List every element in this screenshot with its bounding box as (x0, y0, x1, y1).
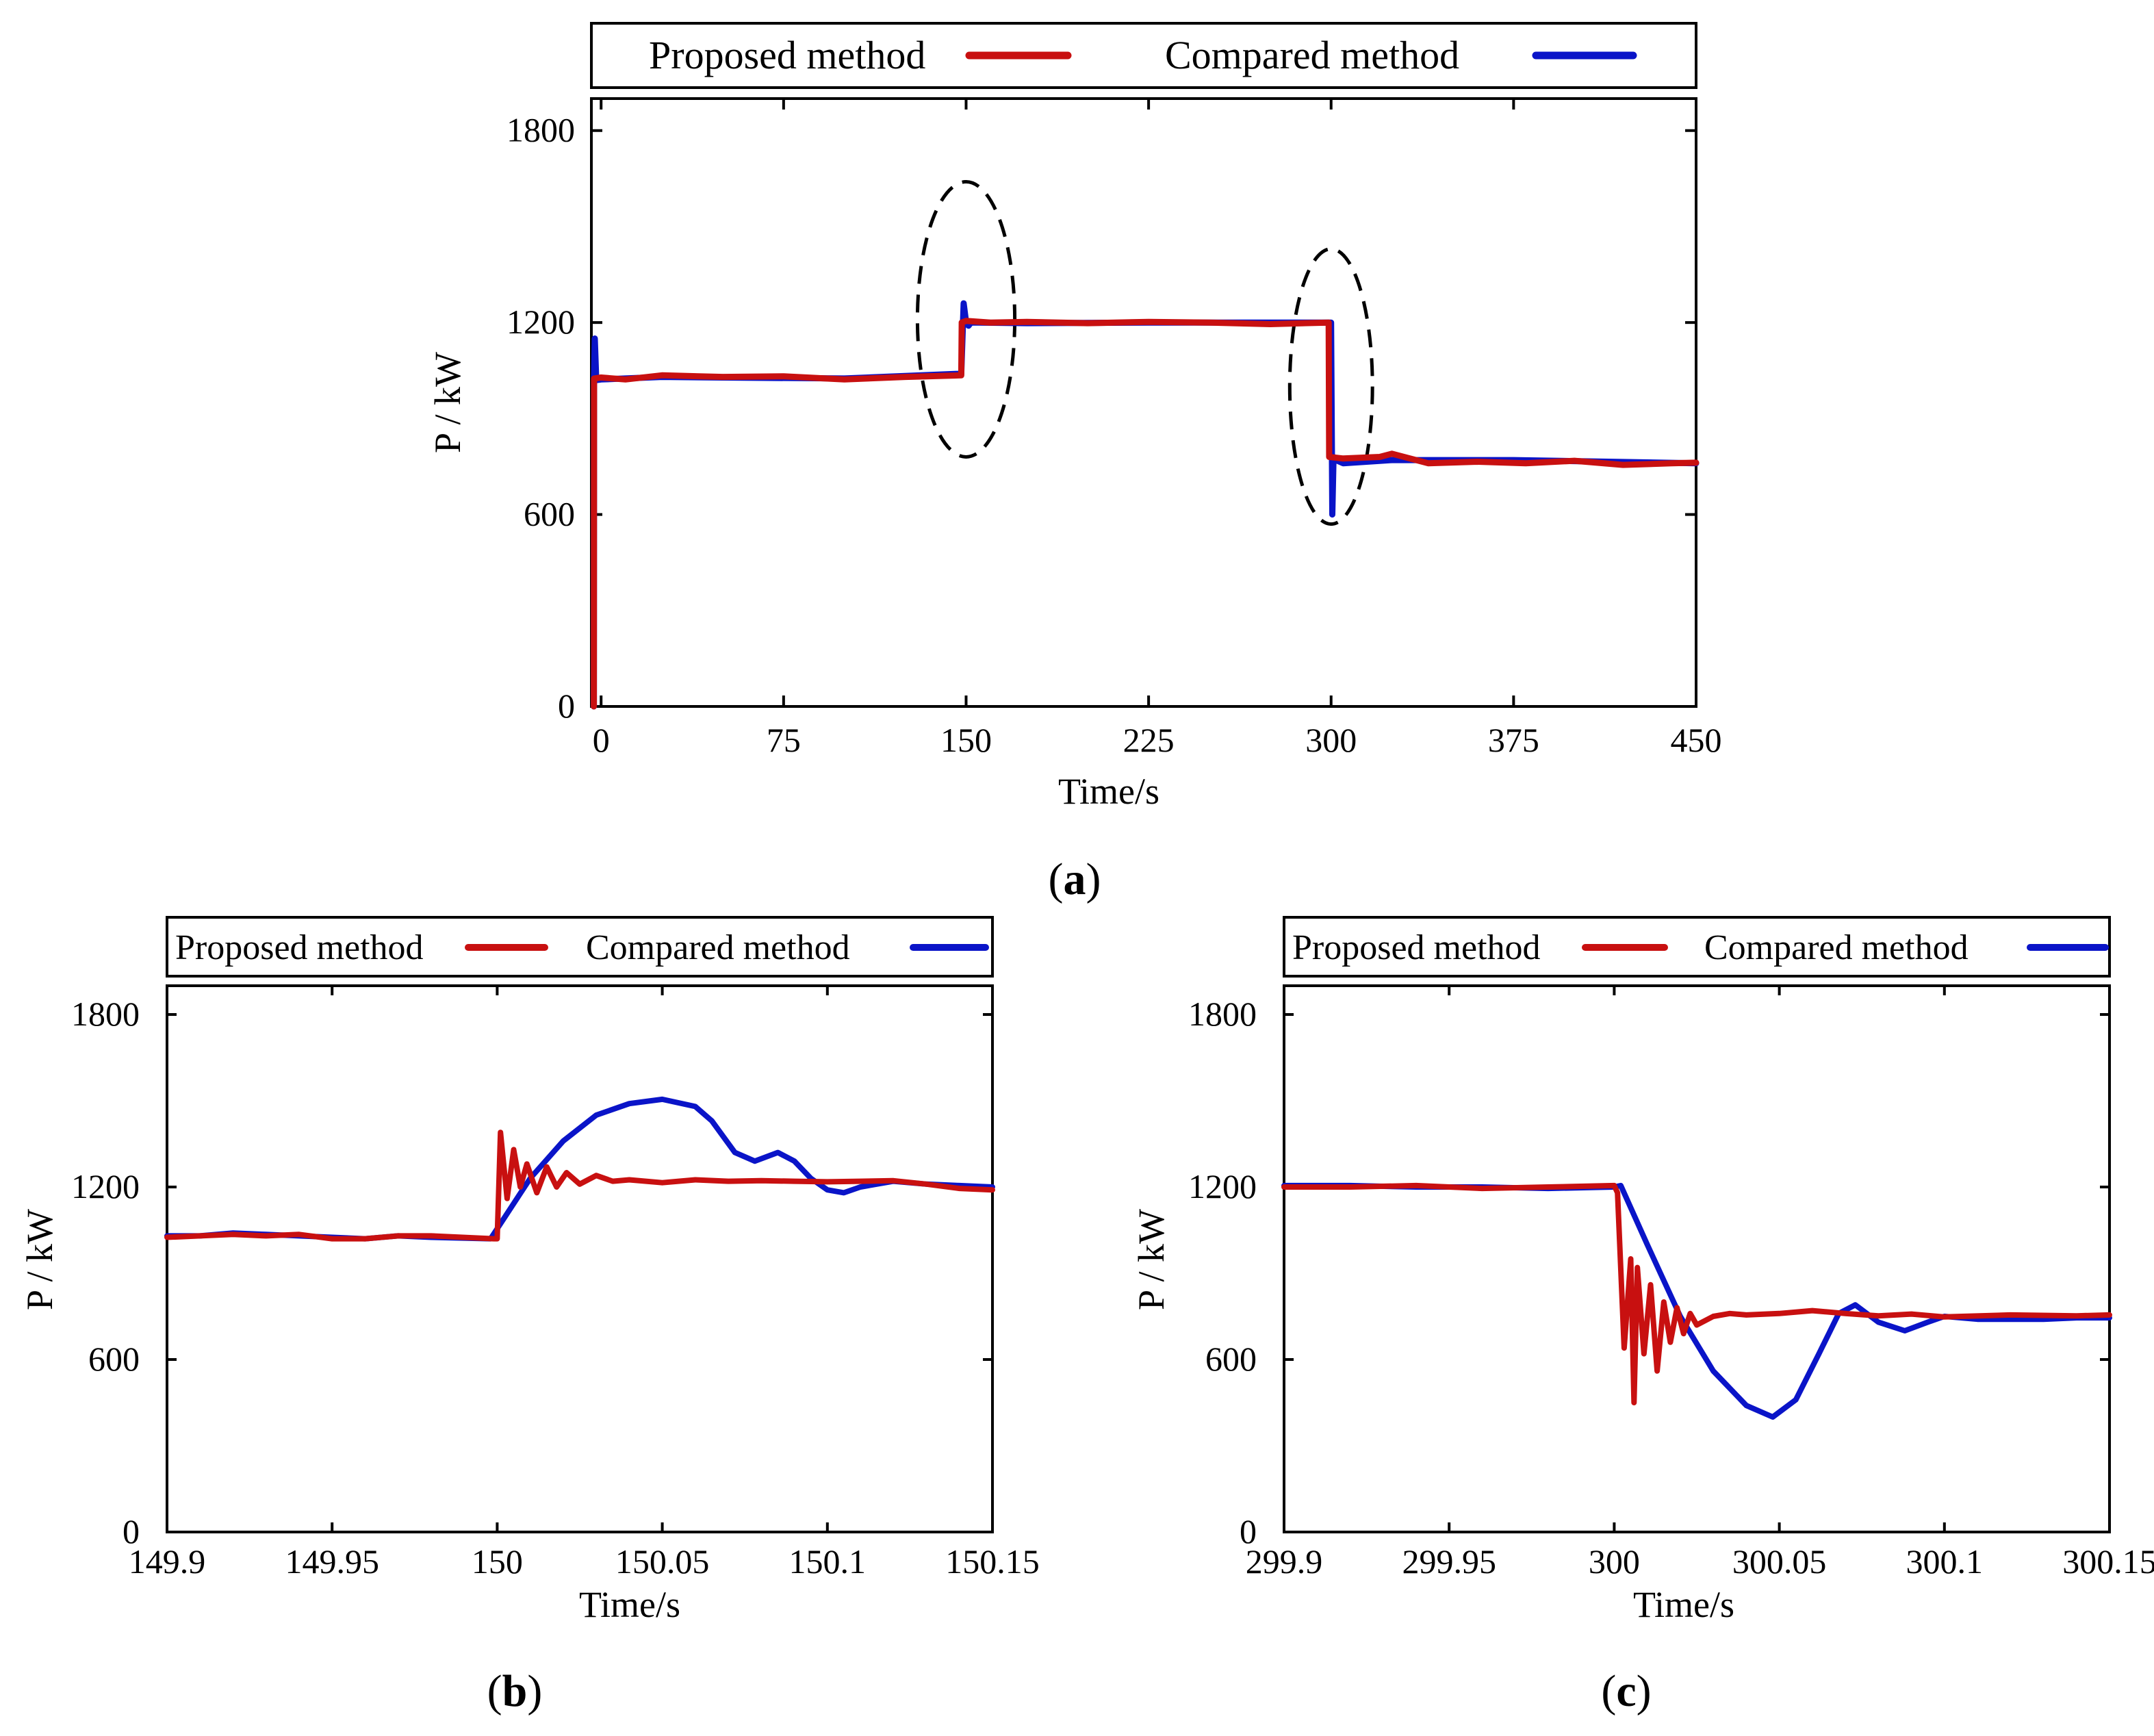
x-tick-label: 375 (1488, 721, 1539, 759)
caption-b: (b) (487, 1666, 543, 1716)
legend-label-compared: Compared method (1165, 33, 1459, 77)
dashed-ellipse (1287, 247, 1374, 526)
y-axis-label: P / kW (427, 352, 468, 453)
series-group (1281, 1182, 2112, 1420)
x-tick-label: 0 (593, 721, 610, 759)
y-tick-label: 0 (123, 1512, 140, 1550)
plot-frame (590, 97, 1697, 708)
panel-c: Proposed method Compared method 299.9 299… (1131, 916, 2154, 1716)
x-axis-label: Time/s (1633, 1584, 1734, 1625)
series-group (164, 1096, 995, 1242)
series-line-compared (591, 300, 1700, 710)
y-tick-label: 1200 (1188, 1167, 1257, 1205)
x-tick-label: 300.1 (1906, 1542, 1984, 1581)
x-ticks: 299.9 299.95 300 300.05 300.1 300.15 (1246, 986, 2154, 1581)
legend-label-proposed: Proposed method (175, 928, 424, 967)
y-axis-label: P / kW (19, 1209, 60, 1310)
annotations (915, 180, 1374, 526)
y-ticks: 0 600 1200 1800 (1188, 995, 2110, 1550)
x-tick-label: 299.95 (1402, 1542, 1496, 1581)
x-tick-label: 149.9 (129, 1542, 206, 1581)
y-ticks: 0 600 1200 1800 (71, 995, 992, 1550)
x-tick-label: 150 (940, 721, 992, 759)
series-line-proposed (591, 318, 1700, 710)
x-tick-label: 150 (472, 1542, 523, 1581)
x-tick-label: 300.05 (1732, 1542, 1827, 1581)
legend-label-compared: Compared method (1704, 928, 1969, 967)
y-tick-label: 1800 (71, 995, 140, 1033)
y-tick-label: 0 (1240, 1512, 1257, 1550)
series-line-proposed (164, 1129, 995, 1242)
x-tick-label: 300 (1305, 721, 1357, 759)
caption-a: (a) (1049, 854, 1101, 904)
y-tick-label: 1800 (1188, 995, 1257, 1033)
y-ticks: 0 600 1200 1800 (507, 111, 1696, 725)
x-tick-label: 150.05 (615, 1542, 710, 1581)
x-tick-label: 150.15 (945, 1542, 1040, 1581)
y-tick-label: 600 (524, 495, 575, 533)
legend-label-proposed: Proposed method (1292, 928, 1541, 967)
legend-box (590, 22, 1697, 89)
x-axis-label: Time/s (579, 1584, 680, 1625)
x-tick-label: 300.15 (2062, 1542, 2154, 1581)
legend-label-proposed: Proposed method (649, 33, 925, 77)
x-tick-label: 225 (1123, 721, 1175, 759)
x-axis-label: Time/s (1058, 771, 1159, 812)
series-group (591, 300, 1700, 710)
x-tick-label: 299.9 (1246, 1542, 1323, 1581)
x-tick-label: 75 (767, 721, 801, 759)
legend-box (166, 916, 994, 978)
y-tick-label: 600 (88, 1340, 140, 1378)
x-ticks: 0 75 150 225 300 375 450 (593, 99, 1722, 759)
y-tick-label: 0 (558, 687, 575, 725)
x-tick-label: 450 (1671, 721, 1722, 759)
y-axis-label: P / kW (1131, 1209, 1172, 1310)
series-line-compared (1281, 1182, 2112, 1420)
x-tick-label: 300 (1589, 1542, 1640, 1581)
plot-frame (166, 984, 994, 1533)
plot-frame (1283, 984, 2111, 1533)
caption-c: (c) (1601, 1666, 1651, 1716)
x-tick-label: 149.95 (285, 1542, 379, 1581)
panel-b: Proposed method Compared method 149.9 149… (19, 916, 1040, 1716)
x-ticks: 149.9 149.95 150 150.05 150.1 150.15 (129, 986, 1040, 1581)
y-tick-label: 1200 (71, 1167, 140, 1205)
y-tick-label: 1800 (507, 111, 575, 149)
x-tick-label: 150.1 (789, 1542, 867, 1581)
panel-a: Proposed method Compared method 0 75 150 22… (427, 22, 1722, 904)
series-line-compared (164, 1096, 995, 1242)
legend-box (1283, 916, 2111, 978)
y-tick-label: 600 (1205, 1340, 1257, 1378)
y-tick-label: 1200 (507, 303, 575, 341)
series-line-proposed (1281, 1182, 2112, 1405)
legend-label-compared: Compared method (586, 928, 850, 967)
